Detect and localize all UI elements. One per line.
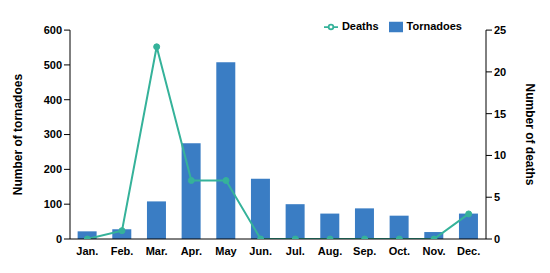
svg-text:500: 500: [44, 59, 62, 71]
svg-text:Dec.: Dec.: [457, 245, 480, 257]
html-text:Tornadoes: Tornadoes: [406, 20, 462, 32]
svg-text:25: 25: [494, 24, 506, 36]
svg-text:Sep.: Sep.: [353, 245, 376, 257]
svg-text:Jul.: Jul.: [286, 245, 305, 257]
svg-text:300: 300: [44, 128, 62, 140]
svg-text:200: 200: [44, 163, 62, 175]
svg-text:0: 0: [56, 233, 62, 245]
svg-text:Apr.: Apr.: [181, 245, 202, 257]
svg-text:600: 600: [44, 24, 62, 36]
svg-text:Oct.: Oct.: [389, 245, 410, 257]
svg-text:Aug.: Aug.: [318, 245, 342, 257]
svg-text:Number of deaths: Number of deaths: [523, 84, 537, 186]
svg-text:Mar.: Mar.: [146, 245, 168, 257]
svg-text:15: 15: [494, 108, 506, 120]
svg-text:100: 100: [44, 198, 62, 210]
svg-text:Jun.: Jun.: [249, 245, 272, 257]
svg-text:Feb.: Feb.: [111, 245, 134, 257]
svg-text:Number of tornadoes: Number of tornadoes: [11, 74, 25, 196]
svg-text:Nov.: Nov.: [422, 245, 445, 257]
svg-text:20: 20: [494, 66, 506, 78]
svg-text:5: 5: [494, 191, 500, 203]
svg-text:400: 400: [44, 94, 62, 106]
svg-text:0: 0: [494, 233, 500, 245]
html-text:Deaths: Deaths: [341, 20, 379, 32]
svg-text:10: 10: [494, 149, 506, 161]
svg-text:May: May: [215, 245, 237, 257]
svg-text:Jan.: Jan.: [76, 245, 98, 257]
